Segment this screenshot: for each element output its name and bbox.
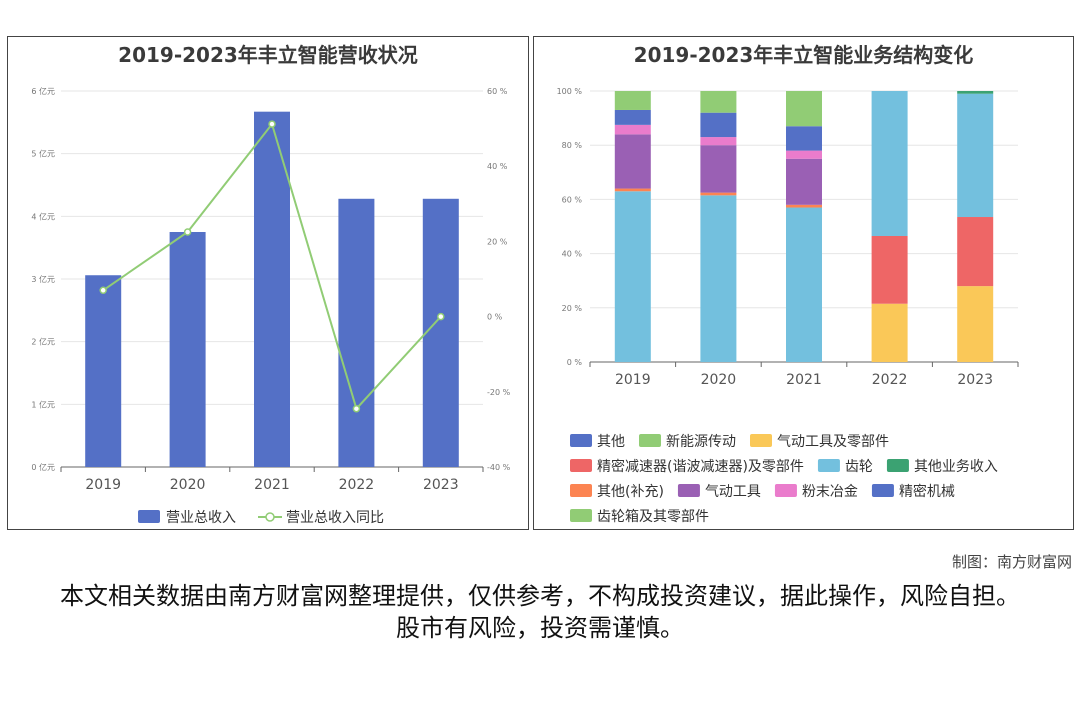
yoy-point bbox=[437, 312, 445, 321]
revenue-chart: 0 亿元 1 亿元 2 亿元 3 亿元 4 亿元 5 亿元 6 亿元 -40 % -20 % 0 … bbox=[31, 86, 511, 526]
stacked-segment bbox=[786, 126, 822, 151]
legend-swatch bbox=[871, 484, 894, 497]
revenue-chart-title: 2019-2023年丰立智能营收状况 bbox=[118, 43, 418, 67]
stacked-segment bbox=[786, 207, 822, 362]
x-tick-label: 2023 bbox=[423, 477, 459, 493]
legend-swatch bbox=[886, 459, 909, 472]
legend-label: 粉末冶金 bbox=[802, 484, 858, 500]
legend-swatch bbox=[774, 484, 797, 497]
y2-tick-label: -40 % bbox=[487, 463, 511, 472]
legend-label: 精密减速器(谐波减速器)及零部件 bbox=[597, 458, 804, 475]
y-tick-label: 20 % bbox=[562, 304, 583, 313]
stacked-segment bbox=[614, 91, 651, 110]
legend-swatch bbox=[570, 484, 592, 497]
revenue-bar bbox=[85, 275, 122, 467]
x-tick-label: 2022 bbox=[872, 372, 908, 388]
stacked-segment bbox=[786, 150, 822, 159]
stacked-segment bbox=[786, 158, 822, 205]
y-tick-label: 6 亿元 bbox=[31, 86, 55, 96]
legend-label: 新能源传动 bbox=[666, 434, 736, 450]
revenue-chart-panel: 2019-2023年丰立智能营收状况 0 亿元 1 亿元 2 亿元 3 亿元 4 亿元 5… bbox=[7, 36, 529, 530]
legend-swatch bbox=[817, 459, 840, 472]
stacked-segment bbox=[786, 91, 822, 127]
y2-tick-label: 40 % bbox=[487, 162, 508, 171]
legend-swatch bbox=[639, 434, 661, 447]
structure-chart-title: 2019-2023年丰立智能业务结构变化 bbox=[633, 43, 974, 67]
stacked-segment bbox=[700, 112, 737, 138]
x-tick-label: 2021 bbox=[254, 477, 290, 493]
x-tick-label: 2021 bbox=[786, 372, 822, 388]
legend-swatch-revenue bbox=[138, 510, 160, 523]
revenue-bar bbox=[254, 111, 290, 468]
x-tick-label: 2022 bbox=[339, 477, 375, 493]
stacked-segment bbox=[700, 137, 737, 146]
y-tick-label: 100 % bbox=[557, 87, 583, 96]
legend-label: 齿轮 bbox=[845, 459, 873, 475]
stacked-segment bbox=[957, 217, 994, 287]
y-tick-label: 2 亿元 bbox=[31, 337, 55, 347]
stacked-segment bbox=[871, 235, 908, 304]
legend-swatch bbox=[570, 434, 592, 447]
stacked-segment bbox=[700, 192, 737, 196]
legend-label: 气动工具及零部件 bbox=[777, 434, 889, 450]
y2-tick-label: 60 % bbox=[487, 87, 508, 96]
stacked-segment bbox=[957, 91, 994, 94]
revenue-bar bbox=[422, 198, 459, 467]
x-tick-label: 2023 bbox=[957, 372, 993, 388]
structure-chart-panel: 2019-2023年丰立智能业务结构变化 0 % 20 % 40 % 60 % 80 %… bbox=[533, 36, 1074, 530]
legend-label: 其他(补充) bbox=[597, 484, 664, 500]
yoy-point bbox=[183, 228, 192, 236]
y-tick-label: 80 % bbox=[562, 141, 583, 150]
legend-label: 精密机械 bbox=[899, 483, 955, 500]
legend-swatch bbox=[570, 509, 592, 522]
legend-swatch bbox=[677, 484, 700, 497]
y-tick-label: 5 亿元 bbox=[31, 149, 55, 159]
y2-tick-label: -20 % bbox=[487, 388, 511, 397]
legend-label-yoy: 营业总收入同比 bbox=[286, 510, 384, 526]
x-tick-label: 2019 bbox=[85, 477, 121, 493]
yoy-point bbox=[352, 404, 361, 413]
y-tick-label: 4 亿元 bbox=[31, 211, 55, 221]
legend-swatch bbox=[570, 459, 592, 472]
x-tick-label: 2020 bbox=[170, 477, 206, 493]
stacked-segment bbox=[700, 195, 737, 362]
stacked-segment bbox=[871, 303, 908, 362]
stacked-segment bbox=[614, 191, 651, 362]
x-tick-label: 2020 bbox=[701, 372, 737, 388]
y2-tick-label: 0 % bbox=[487, 313, 503, 322]
stacked-segment bbox=[871, 91, 908, 236]
stacked-segment bbox=[614, 188, 651, 192]
x-tick-label: 2019 bbox=[615, 372, 651, 388]
stacked-segment bbox=[957, 93, 994, 218]
legend-swatch-yoy-marker bbox=[265, 512, 275, 522]
stacked-segment bbox=[700, 91, 737, 113]
y-tick-label: 3 亿元 bbox=[31, 274, 55, 284]
stacked-segment bbox=[786, 204, 822, 208]
y2-tick-label: 20 % bbox=[487, 237, 508, 246]
legend-swatch bbox=[750, 434, 772, 447]
stacked-segment bbox=[614, 124, 651, 135]
revenue-bar bbox=[338, 198, 375, 467]
y-tick-label: 0 亿元 bbox=[31, 462, 55, 472]
y-tick-label: 40 % bbox=[562, 250, 583, 259]
y-tick-label: 60 % bbox=[562, 195, 583, 204]
yoy-point bbox=[268, 120, 276, 128]
y-tick-label: 1 亿元 bbox=[31, 399, 55, 409]
legend-label: 其他业务收入 bbox=[914, 459, 998, 475]
legend-label: 气动工具 bbox=[705, 484, 761, 500]
disclaimer-text: 本文相关数据由南方财富网整理提供，仅供参考，不构成投资建议，据此操作，风险自担。… bbox=[60, 582, 1020, 642]
stacked-segment bbox=[614, 134, 651, 189]
y-tick-label: 0 % bbox=[567, 358, 583, 367]
chart-credit: 制图：南方财富网 bbox=[951, 553, 1072, 571]
revenue-bar bbox=[169, 232, 206, 467]
structure-chart: 0 % 20 % 40 % 60 % 80 % 100 % 2019 2020 2021 2022… bbox=[557, 87, 1019, 525]
stacked-segment bbox=[957, 286, 994, 362]
legend-label: 齿轮箱及其零部件 bbox=[597, 509, 709, 525]
stacked-segment bbox=[700, 145, 737, 193]
stacked-segment bbox=[614, 109, 651, 125]
legend-label-revenue: 营业总收入 bbox=[166, 510, 236, 526]
legend-label: 其他 bbox=[597, 434, 625, 450]
yoy-point bbox=[99, 286, 107, 295]
